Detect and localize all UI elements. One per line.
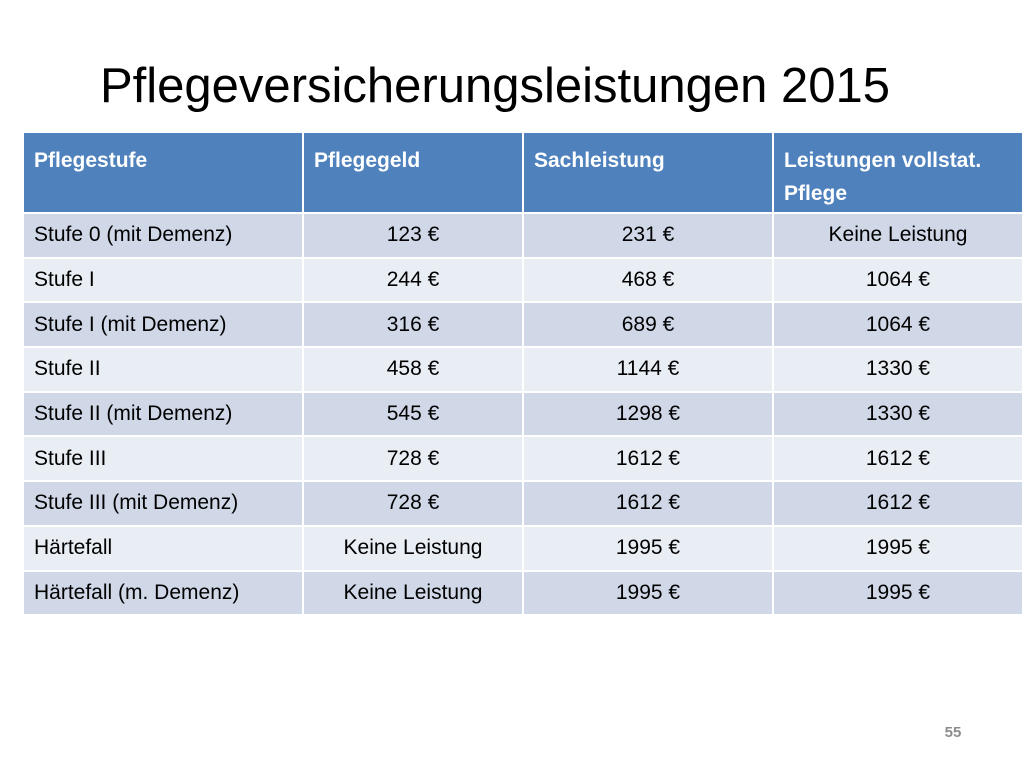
header-row: Pflegestufe Pflegegeld Sachleistung Leis… [22, 131, 1024, 214]
benefits-table: Pflegestufe Pflegegeld Sachleistung Leis… [22, 131, 1024, 617]
cell-pflegegeld: 316 € [302, 301, 524, 349]
cell-pflegestufe: Stufe I (mit Demenz) [22, 301, 304, 349]
cell-pflegegeld: 458 € [302, 346, 524, 393]
cell-sachleistung: 468 € [522, 256, 774, 304]
cell-vollstationaer: 1064 € [772, 301, 1024, 349]
cell-sachleistung: 1995 € [522, 569, 774, 617]
cell-pflegestufe: Stufe III [22, 435, 304, 483]
cell-pflegegeld: Keine Leistung [302, 524, 524, 572]
header-pflegegeld: Pflegegeld [302, 131, 524, 214]
cell-sachleistung: 1995 € [522, 524, 774, 572]
table-row: Stufe II (mit Demenz) 545 € 1298 € 1330 … [22, 390, 1024, 438]
cell-vollstationaer: 1612 € [772, 435, 1024, 483]
table-row: Stufe 0 (mit Demenz) 123 € 231 € Keine L… [22, 212, 1024, 259]
table-header: Pflegestufe Pflegegeld Sachleistung Leis… [22, 131, 1024, 214]
table-row: Stufe III 728 € 1612 € 1612 € [22, 435, 1024, 483]
slide-title: Pflegeversicherungsleistungen 2015 [100, 59, 890, 113]
cell-pflegegeld: 123 € [302, 212, 524, 259]
table-row: Härtefall (m. Demenz) Keine Leistung 199… [22, 569, 1024, 617]
cell-vollstationaer: 1330 € [772, 390, 1024, 438]
cell-vollstationaer: Keine Leistung [772, 212, 1024, 259]
cell-pflegegeld: 545 € [302, 390, 524, 438]
cell-sachleistung: 1612 € [522, 435, 774, 483]
cell-pflegestufe: Stufe I [22, 256, 304, 304]
cell-pflegegeld: 244 € [302, 256, 524, 304]
cell-pflegestufe: Härtefall [22, 524, 304, 572]
benefits-table-container: Pflegestufe Pflegegeld Sachleistung Leis… [22, 131, 1024, 617]
table-body: Stufe 0 (mit Demenz) 123 € 231 € Keine L… [22, 212, 1024, 617]
cell-pflegestufe: Stufe III (mit Demenz) [22, 480, 304, 527]
table-row: Stufe I 244 € 468 € 1064 € [22, 256, 1024, 304]
cell-pflegestufe: Härtefall (m. Demenz) [22, 569, 304, 617]
cell-pflegestufe: Stufe 0 (mit Demenz) [22, 212, 304, 259]
header-vollstationaere-pflege: Leistungen vollstat. Pflege [772, 131, 1024, 214]
cell-pflegestufe: Stufe II [22, 346, 304, 393]
table-row: Stufe II 458 € 1144 € 1330 € [22, 346, 1024, 393]
cell-sachleistung: 1298 € [522, 390, 774, 438]
cell-sachleistung: 231 € [522, 212, 774, 259]
cell-vollstationaer: 1330 € [772, 346, 1024, 393]
cell-sachleistung: 689 € [522, 301, 774, 349]
header-pflegestufe: Pflegestufe [22, 131, 304, 214]
cell-vollstationaer: 1995 € [772, 524, 1024, 572]
table-row: Stufe I (mit Demenz) 316 € 689 € 1064 € [22, 301, 1024, 349]
cell-sachleistung: 1144 € [522, 346, 774, 393]
page-number: 55 [944, 724, 962, 741]
cell-vollstationaer: 1064 € [772, 256, 1024, 304]
cell-vollstationaer: 1612 € [772, 480, 1024, 527]
cell-pflegegeld: Keine Leistung [302, 569, 524, 617]
table-row: Stufe III (mit Demenz) 728 € 1612 € 1612… [22, 480, 1024, 527]
cell-pflegegeld: 728 € [302, 480, 524, 527]
cell-vollstationaer: 1995 € [772, 569, 1024, 617]
table-row: Härtefall Keine Leistung 1995 € 1995 € [22, 524, 1024, 572]
cell-pflegegeld: 728 € [302, 435, 524, 483]
cell-pflegestufe: Stufe II (mit Demenz) [22, 390, 304, 438]
cell-sachleistung: 1612 € [522, 480, 774, 527]
header-sachleistung: Sachleistung [522, 131, 774, 214]
